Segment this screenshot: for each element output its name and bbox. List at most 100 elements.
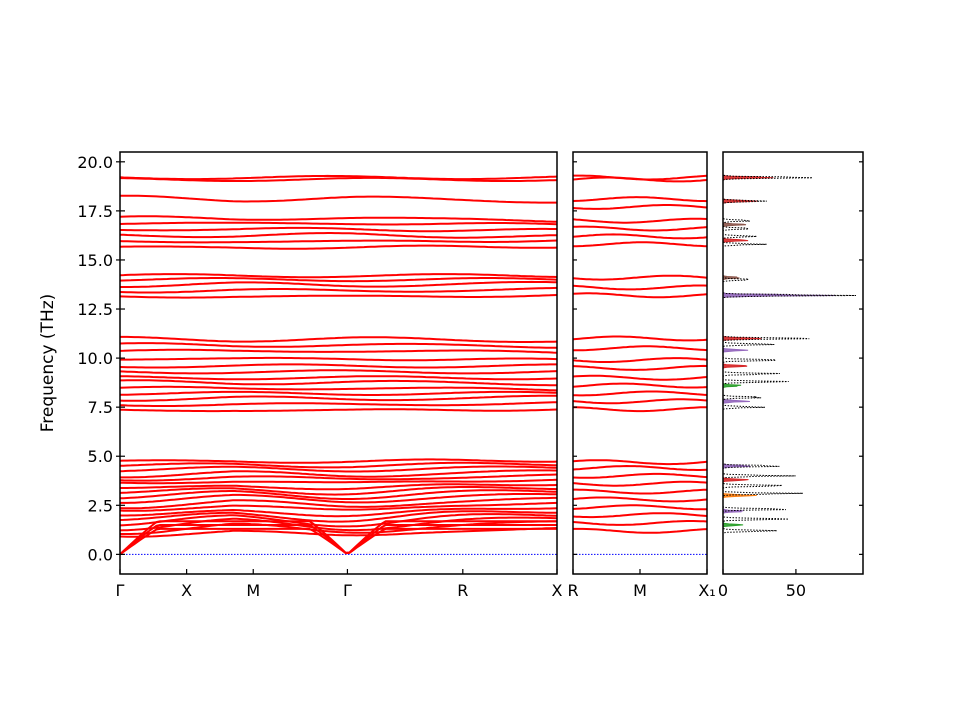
total-dos-line: [723, 152, 857, 574]
x-tick-label: X₁: [698, 581, 715, 600]
band-line: [573, 382, 707, 389]
band-line: [120, 194, 557, 204]
y-tick-label: 20.0: [77, 153, 113, 172]
band-line: [573, 174, 707, 181]
dos-panel-frame: [722, 151, 864, 575]
band-line: [573, 520, 707, 526]
band-line: [573, 241, 707, 248]
band-line: [573, 364, 707, 371]
band-structure-right-panel: R M X₁: [567, 151, 716, 600]
band-line: [573, 335, 707, 342]
band-line: [120, 221, 557, 226]
band-line: [120, 342, 557, 349]
y-axis-label: Frequency (THz): [38, 294, 58, 433]
band-line: [120, 507, 557, 518]
band-line: [120, 461, 557, 469]
x-tick-label: X: [181, 581, 192, 600]
band-line: [120, 176, 557, 182]
y-tick-label: 12.5: [77, 300, 113, 319]
band-line: [120, 375, 557, 381]
band-line: [120, 489, 557, 500]
x-tick-label: R: [567, 581, 578, 600]
band-line: [120, 520, 557, 535]
band-line: [120, 496, 557, 510]
band-line: [573, 496, 707, 503]
y-tick-label: 2.5: [88, 496, 113, 515]
x-tick-label: M: [633, 581, 647, 600]
band-line: [573, 274, 707, 281]
band-line: [573, 459, 707, 466]
band-line: [573, 527, 707, 534]
band-line: [120, 478, 557, 485]
y-tick-label: 7.5: [88, 398, 113, 417]
band-line: [120, 513, 557, 528]
band-line: [120, 469, 557, 479]
band-line: [120, 501, 557, 512]
band-line: [120, 401, 557, 407]
band-line: [120, 356, 557, 362]
band-line: [573, 284, 707, 291]
x-tick-label: 0: [718, 581, 728, 600]
band-lines-left: [120, 174, 557, 556]
band-line: [573, 472, 707, 479]
band-line: [120, 226, 557, 233]
band-line: [120, 493, 557, 504]
left-panel-frame: [119, 151, 558, 575]
band-line: [573, 398, 707, 405]
band-line: [573, 512, 707, 519]
band-line: [120, 516, 557, 532]
y-tick-label: 17.5: [77, 202, 113, 221]
band-line: [120, 232, 557, 239]
band-line: [120, 390, 557, 396]
band-line: [120, 369, 557, 375]
band-line: [120, 239, 557, 244]
band-line: [573, 480, 707, 487]
band-line: [120, 280, 557, 288]
band-line: [120, 379, 557, 387]
band-line: [573, 204, 707, 210]
y-tick-label: 15.0: [77, 251, 113, 270]
band-line: [573, 488, 707, 495]
band-line: [120, 273, 557, 279]
band-line: [120, 294, 557, 299]
band-line: [120, 394, 557, 402]
x-tick-label: Γ: [343, 581, 352, 600]
band-line: [120, 335, 557, 343]
band-line: [573, 406, 707, 413]
band-line: [573, 196, 707, 203]
band-line: [120, 458, 557, 464]
dos-panel: 0 50: [718, 151, 864, 600]
y-tick-label: 5.0: [88, 447, 113, 466]
band-structure-left-panel: 0.0 2.5 5.0 7.5 10.0 12.5 15.0 17.5 20.0 Γ X M Γ R X: [77, 151, 563, 600]
band-line: [120, 486, 557, 496]
band-line: [120, 244, 557, 250]
band-line: [120, 465, 557, 473]
band-line: [573, 357, 707, 363]
band-line: [120, 277, 557, 283]
x-tick-label: R: [457, 581, 468, 600]
band-line: [120, 174, 557, 181]
band-line: [120, 483, 557, 491]
band-line: [573, 390, 707, 397]
x-tick-label: M: [246, 581, 260, 600]
band-lines-right: [573, 174, 707, 555]
band-line: [120, 520, 557, 556]
band-line: [120, 473, 557, 482]
band-line: [120, 363, 557, 369]
dos-curves: [723, 152, 857, 574]
band-line: [573, 464, 707, 471]
y-tick-label: 10.0: [77, 349, 113, 368]
band-line: [120, 408, 557, 413]
x-tick-label: 50: [786, 581, 806, 600]
band-line: [573, 504, 707, 511]
band-line: [573, 345, 707, 352]
x-tick-label: Γ: [116, 581, 125, 600]
band-line: [120, 510, 557, 523]
band-line: [573, 225, 707, 232]
band-line: [120, 348, 557, 354]
band-line: [120, 385, 557, 392]
band-line: [573, 374, 707, 381]
band-line: [120, 286, 557, 294]
band-line: [573, 217, 707, 224]
